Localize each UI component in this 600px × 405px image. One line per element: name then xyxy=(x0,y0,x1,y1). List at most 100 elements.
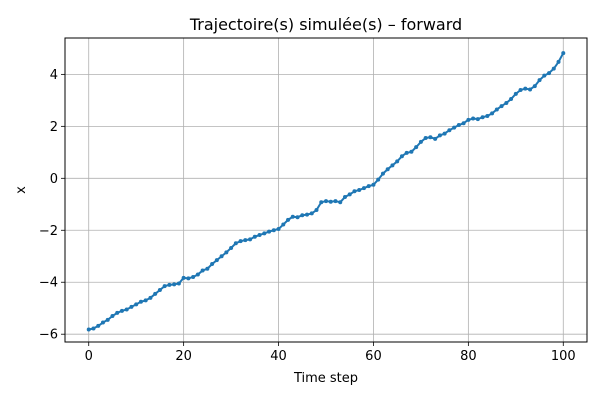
data-point xyxy=(224,250,229,255)
data-point xyxy=(248,237,253,242)
data-point xyxy=(100,320,105,325)
data-point xyxy=(414,145,419,150)
data-point xyxy=(252,234,257,239)
y-tick-label: −4 xyxy=(39,276,58,291)
chart-title: Trajectoire(s) simulée(s) – forward xyxy=(189,15,462,34)
data-point xyxy=(305,212,310,217)
data-point xyxy=(428,135,433,140)
data-point xyxy=(475,117,480,122)
data-point xyxy=(494,107,499,112)
data-point xyxy=(96,323,101,328)
data-point xyxy=(295,215,300,220)
data-point xyxy=(110,314,115,319)
data-point xyxy=(229,245,234,250)
data-point xyxy=(352,189,357,194)
x-tick-label: 80 xyxy=(460,349,477,364)
data-point xyxy=(537,78,542,83)
data-point xyxy=(333,199,338,204)
data-point xyxy=(561,51,566,56)
data-point xyxy=(466,117,471,122)
data-point xyxy=(471,116,476,121)
data-point xyxy=(105,317,110,322)
data-point xyxy=(290,214,295,219)
data-point xyxy=(376,177,381,182)
data-point xyxy=(357,188,362,192)
data-point xyxy=(556,59,561,64)
data-point xyxy=(129,304,134,309)
data-point xyxy=(418,139,423,144)
data-point xyxy=(238,239,243,244)
y-tick-label: −2 xyxy=(39,224,58,239)
y-tick-label: −6 xyxy=(39,328,58,343)
data-point xyxy=(342,195,347,200)
data-point xyxy=(267,229,272,234)
data-point xyxy=(276,226,281,231)
data-point xyxy=(143,298,148,303)
data-point xyxy=(157,288,162,293)
data-point xyxy=(409,149,414,154)
data-point xyxy=(233,241,238,246)
ticks: 0 20 40 60 80 100 −6 −4 −2 0 2 4 xyxy=(39,68,576,364)
data-point xyxy=(390,163,395,168)
data-point xyxy=(205,266,210,271)
data-point xyxy=(119,308,124,313)
data-point xyxy=(271,228,276,233)
data-point xyxy=(257,232,262,237)
data-point xyxy=(551,66,556,71)
data-point xyxy=(452,125,457,130)
plot-frame xyxy=(64,37,588,343)
y-tick-label: 2 xyxy=(50,120,58,135)
data-point xyxy=(433,136,438,141)
y-axis-label: x xyxy=(14,186,29,194)
data-point xyxy=(134,302,139,307)
data-point xyxy=(528,87,533,92)
data-point xyxy=(324,199,328,204)
data-point xyxy=(338,200,343,205)
data-point xyxy=(485,113,490,118)
data-point xyxy=(504,100,509,105)
data-point xyxy=(210,262,215,267)
data-point xyxy=(532,84,537,89)
data-point xyxy=(148,295,153,300)
data-point xyxy=(518,87,523,92)
data-point xyxy=(423,136,428,141)
data-point xyxy=(509,97,514,102)
data-point xyxy=(490,111,495,116)
data-point xyxy=(461,121,466,126)
data-point xyxy=(371,182,376,187)
data-point xyxy=(404,150,409,155)
data-point xyxy=(153,291,158,296)
data-point xyxy=(172,282,177,287)
data-point xyxy=(86,327,91,332)
data-point xyxy=(480,115,485,120)
data-point xyxy=(176,281,181,286)
data-point xyxy=(513,91,518,96)
data-point xyxy=(499,104,504,109)
data-point xyxy=(167,282,172,287)
data-point xyxy=(523,86,528,91)
data-point xyxy=(547,71,552,76)
data-point xyxy=(309,211,314,216)
data-point xyxy=(281,222,286,227)
y-tick-label: 4 xyxy=(50,68,58,83)
data-point xyxy=(195,272,200,277)
x-tick-label: 20 xyxy=(175,349,192,364)
x-tick-label: 60 xyxy=(365,349,382,364)
data-point xyxy=(186,276,191,281)
data-point xyxy=(319,200,324,205)
grid xyxy=(65,38,587,342)
data-point xyxy=(138,299,143,304)
data-point xyxy=(447,128,452,133)
data-point xyxy=(191,275,196,280)
x-tick-label: 0 xyxy=(85,349,93,364)
data-point xyxy=(124,307,129,312)
data-point xyxy=(442,131,447,136)
data-point xyxy=(314,208,319,213)
data-point xyxy=(214,258,219,263)
data-point xyxy=(181,275,186,280)
data-point xyxy=(286,217,291,222)
data-point xyxy=(262,231,267,236)
x-tick-label: 100 xyxy=(551,349,576,364)
